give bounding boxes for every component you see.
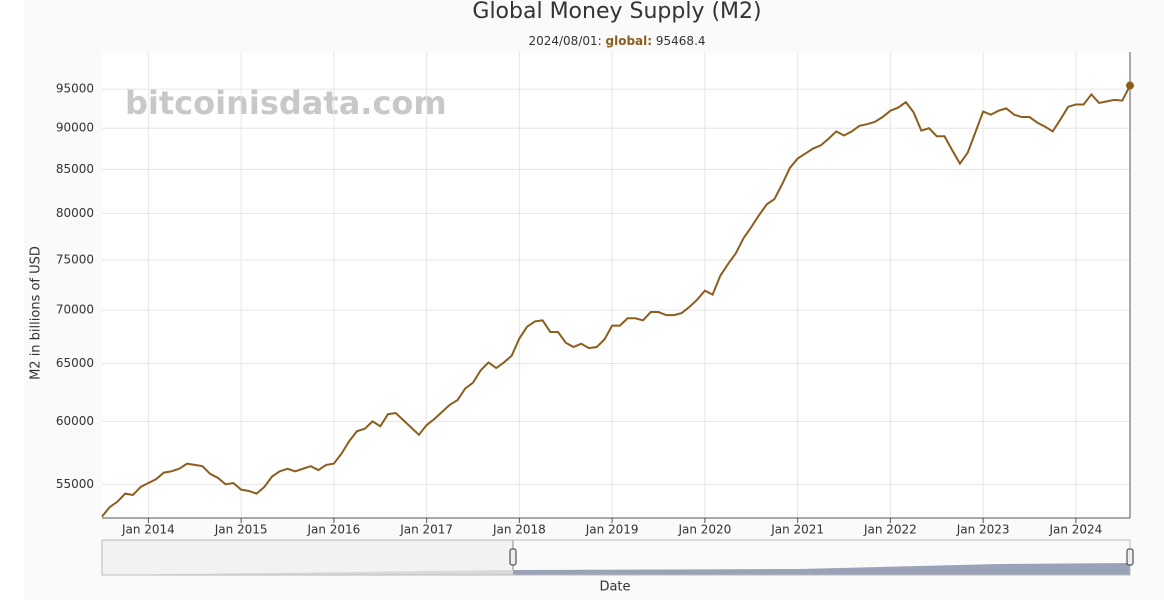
x-tick-label: Jan 2019 <box>585 523 639 537</box>
x-tick-label: Jan 2016 <box>306 523 360 537</box>
y-tick-label: 70000 <box>56 302 94 316</box>
y-tick-label: 90000 <box>56 121 94 135</box>
chart-title: Global Money Supply (M2) <box>472 0 761 24</box>
y-tick-label: 80000 <box>56 206 94 220</box>
chart-subtitle: 2024/08/01: global: 95468.4 <box>528 34 705 48</box>
subtitle-series: global: <box>606 34 653 48</box>
y-tick-label: 95000 <box>56 82 94 96</box>
range-slider-handle[interactable] <box>1126 548 1134 566</box>
y-axis-label: M2 in billions of USD <box>29 246 44 380</box>
range-slider-preview <box>102 570 513 575</box>
y-tick-label: 65000 <box>56 356 94 370</box>
range-slider-handle[interactable] <box>509 548 517 566</box>
y-tick-label: 60000 <box>56 414 94 428</box>
range-slider-preview <box>513 563 1130 575</box>
x-tick-label: Jan 2022 <box>863 523 917 537</box>
watermark: bitcoinisdata.com <box>125 84 447 122</box>
x-axis-label: Date <box>599 580 630 595</box>
y-tick-label: 75000 <box>56 253 94 267</box>
x-tick-label: Jan 2018 <box>492 523 546 537</box>
x-tick-label: Jan 2024 <box>1048 523 1102 537</box>
x-tick-label: Jan 2020 <box>677 523 731 537</box>
x-tick-label: Jan 2015 <box>214 523 268 537</box>
subtitle-value: 95468.4 <box>656 34 706 48</box>
x-tick-label: Jan 2014 <box>121 523 175 537</box>
data-line <box>101 85 1131 518</box>
x-tick-label: Jan 2021 <box>770 523 824 537</box>
y-tick-label: 55000 <box>56 477 94 491</box>
plot-area <box>102 52 1130 518</box>
range-slider-mask[interactable] <box>101 539 514 576</box>
x-tick-label: Jan 2017 <box>399 523 453 537</box>
subtitle-date: 2024/08/01: <box>528 34 601 48</box>
hover-point <box>1126 81 1134 90</box>
y-tick-label: 85000 <box>56 162 94 176</box>
x-tick-label: Jan 2023 <box>956 523 1010 537</box>
